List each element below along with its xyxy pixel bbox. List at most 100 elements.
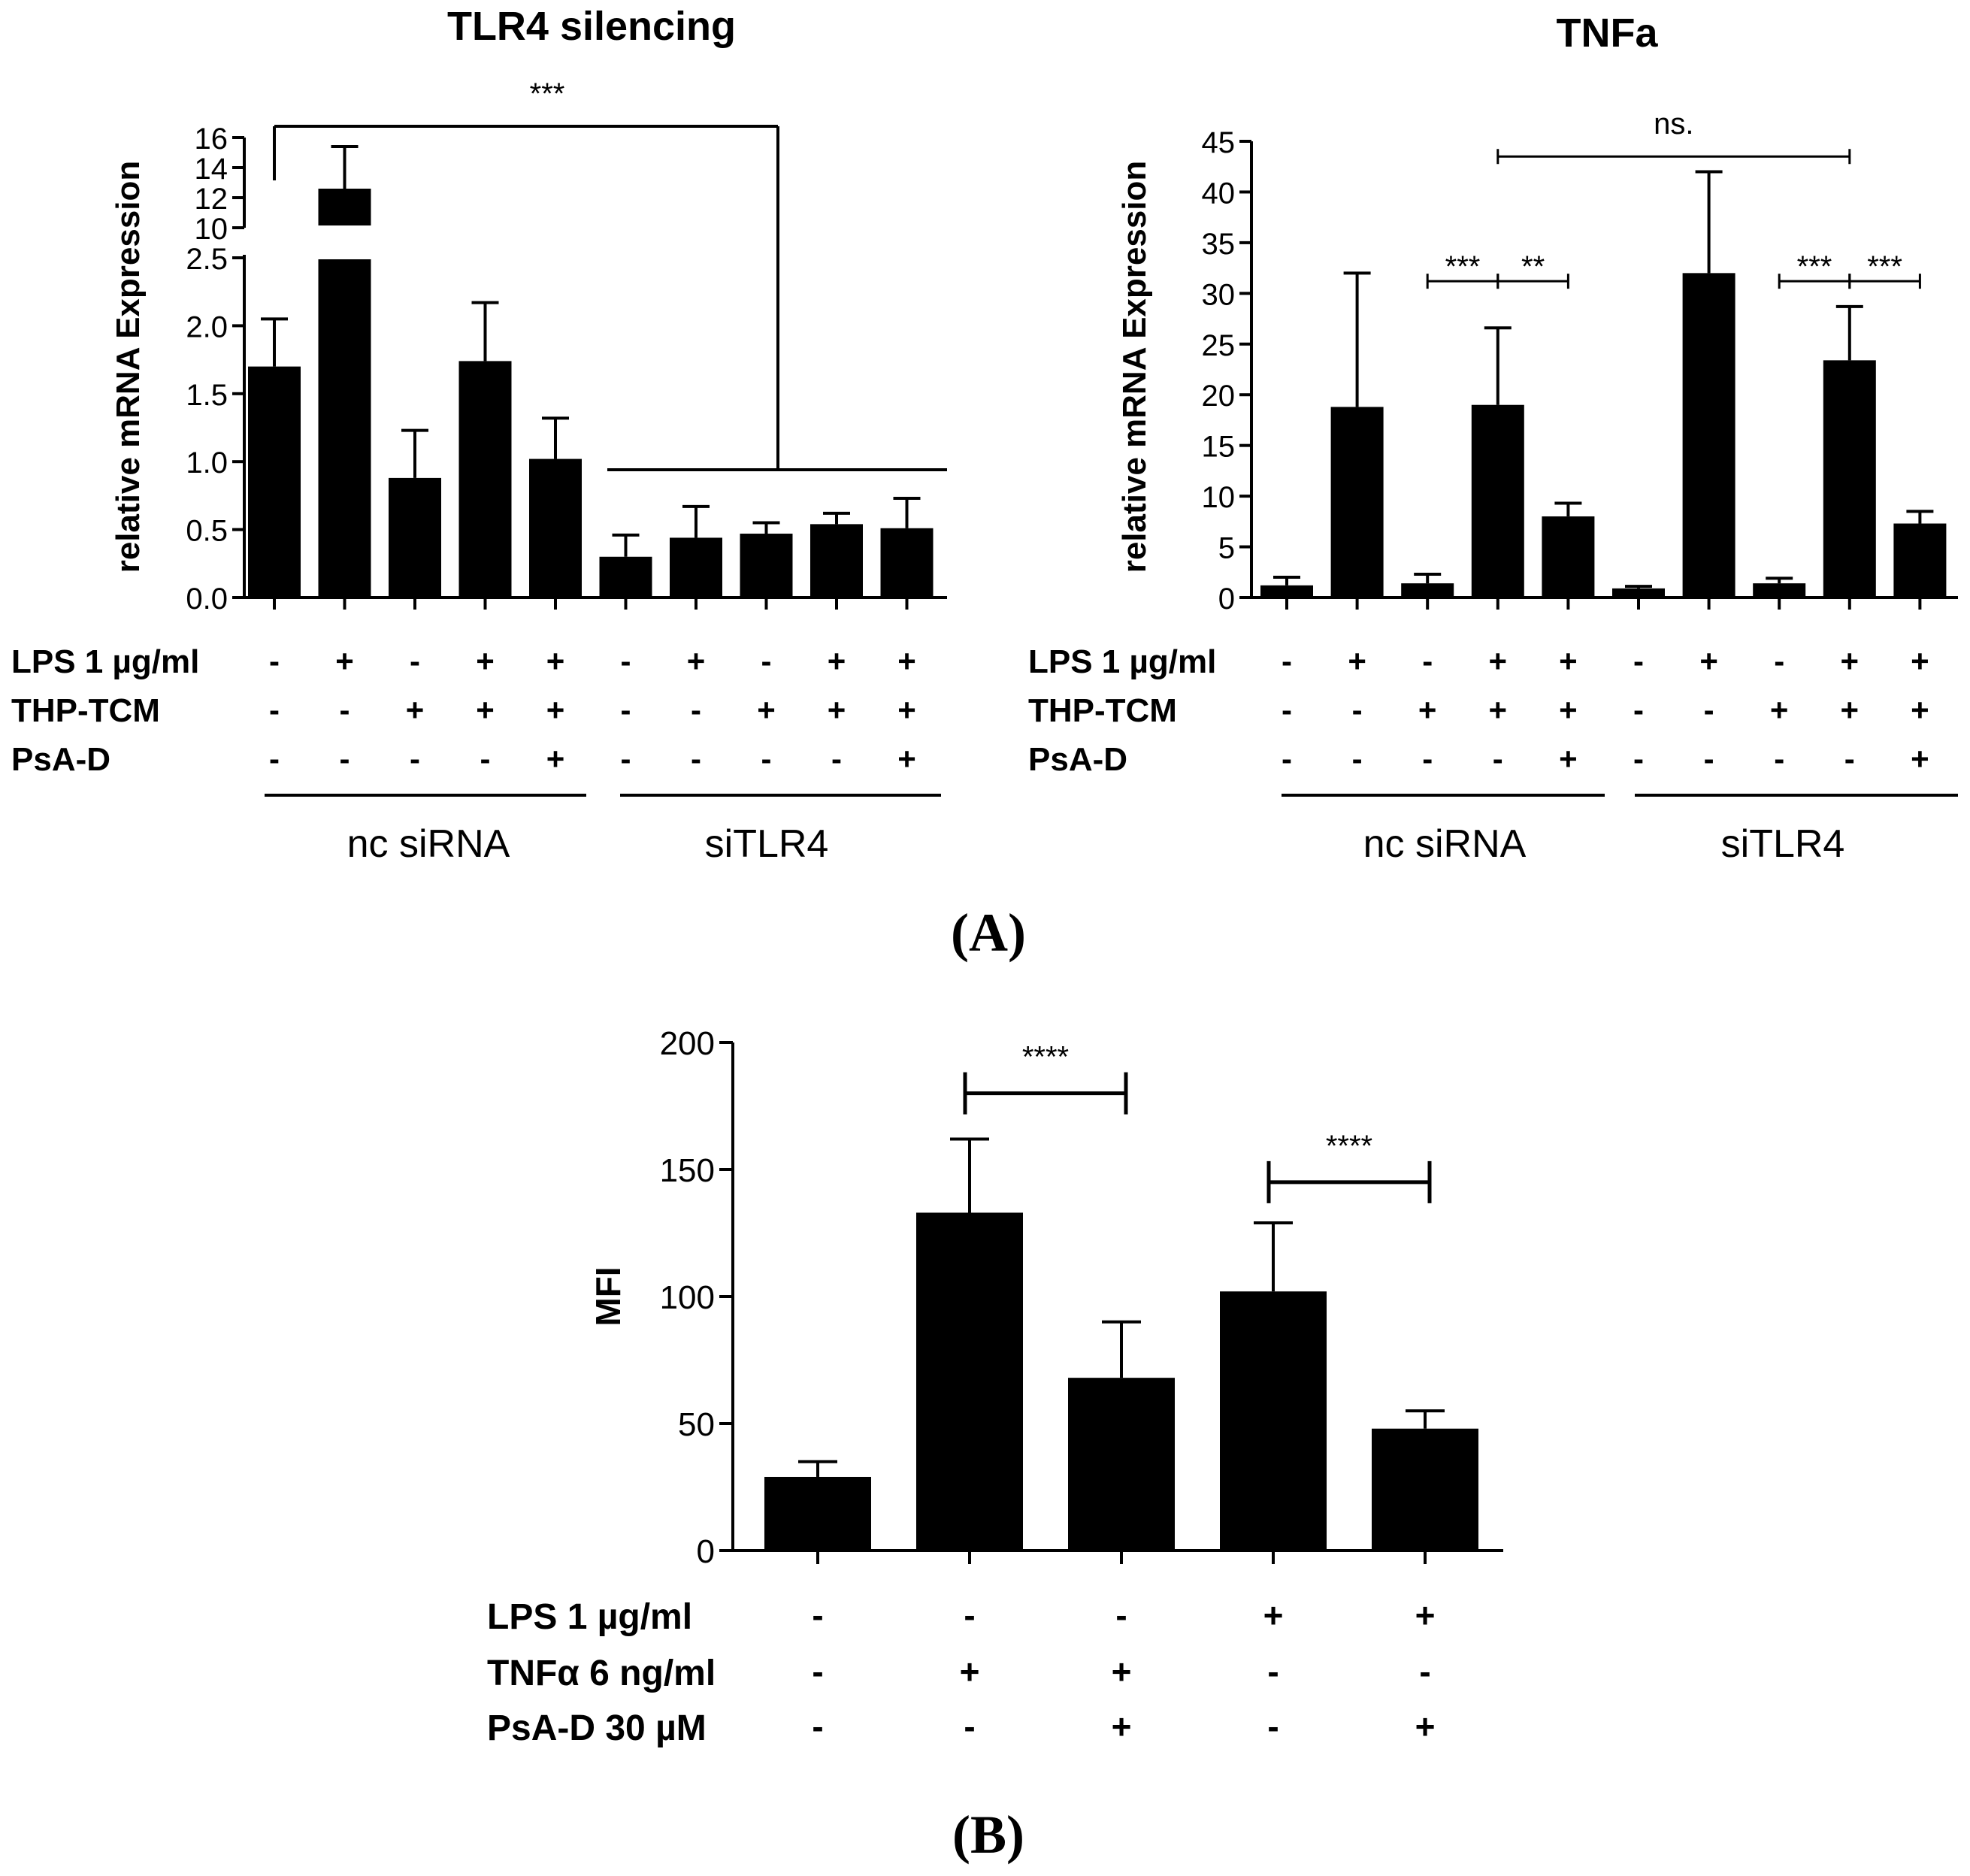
significance-label: ** bbox=[1521, 250, 1545, 283]
condition-sign: - bbox=[1419, 1652, 1430, 1691]
condition-label: PsA-D bbox=[11, 741, 110, 778]
bar bbox=[670, 537, 722, 598]
bar bbox=[529, 458, 582, 598]
condition-sign: + bbox=[828, 643, 846, 679]
condition-sign: - bbox=[1282, 692, 1292, 728]
condition-sign: + bbox=[897, 643, 916, 679]
y-tick-label: 2.0 bbox=[186, 310, 228, 343]
condition-sign: - bbox=[1704, 741, 1714, 776]
y-tick-label: 100 bbox=[660, 1279, 715, 1316]
condition-sign: - bbox=[1633, 741, 1644, 776]
condition-sign: + bbox=[1770, 692, 1789, 728]
significance-label: *** bbox=[1797, 250, 1832, 283]
y-tick-label: 50 bbox=[678, 1406, 715, 1443]
condition-sign: + bbox=[1415, 1596, 1436, 1635]
significance-label: **** bbox=[1326, 1130, 1372, 1163]
y-tick-label: 5 bbox=[1218, 532, 1235, 565]
condition-label: PsA-D bbox=[1028, 741, 1127, 778]
bar bbox=[389, 477, 441, 598]
y-tick-label: 150 bbox=[660, 1152, 715, 1189]
group-label: nc siRNA bbox=[1363, 822, 1527, 866]
y-tick-label: 0 bbox=[1218, 582, 1235, 616]
y-tick-label: 12 bbox=[195, 183, 228, 216]
condition-sign: + bbox=[828, 692, 846, 728]
condition-sign: + bbox=[1911, 692, 1929, 728]
condition-sign: + bbox=[1489, 643, 1508, 679]
y-tick-label: 0 bbox=[697, 1533, 715, 1570]
condition-sign: - bbox=[269, 692, 280, 728]
condition-sign: - bbox=[1282, 643, 1292, 679]
condition-label: LPS 1 µg/ml bbox=[487, 1597, 692, 1637]
bar bbox=[1330, 407, 1384, 598]
condition-label: THP-TCM bbox=[11, 692, 160, 729]
condition-sign: - bbox=[1352, 741, 1363, 776]
condition-sign: + bbox=[687, 643, 706, 679]
chart-tlr4-silencing: TLR4 silencing relative mRNA Expression 0.… bbox=[11, 4, 947, 866]
y-axis-label: relative mRNA Expression bbox=[1116, 161, 1153, 573]
condition-sign: + bbox=[897, 741, 916, 776]
bar bbox=[1542, 516, 1595, 598]
condition-sign: + bbox=[546, 692, 565, 728]
condition-sign: - bbox=[1493, 741, 1503, 776]
condition-sign: + bbox=[1418, 692, 1437, 728]
condition-sign: + bbox=[1559, 643, 1578, 679]
condition-sign: - bbox=[1774, 643, 1784, 679]
condition-sign: - bbox=[1422, 741, 1433, 776]
y-tick-label: 25 bbox=[1202, 329, 1236, 362]
bar bbox=[1612, 588, 1665, 598]
y-tick-label: 35 bbox=[1202, 228, 1236, 261]
condition-sign: - bbox=[1844, 741, 1855, 776]
y-tick-label: 45 bbox=[1202, 126, 1236, 159]
bar bbox=[458, 361, 512, 598]
y-tick-label: 2.5 bbox=[186, 243, 228, 276]
condition-sign: + bbox=[1841, 643, 1860, 679]
bar bbox=[1372, 1428, 1478, 1551]
y-tick-label: 15 bbox=[1202, 431, 1236, 464]
condition-label: LPS 1 µg/ml bbox=[1028, 643, 1216, 680]
condition-sign: - bbox=[340, 741, 350, 776]
condition-sign: - bbox=[761, 741, 772, 776]
chart-title: TNFa bbox=[1557, 11, 1659, 56]
significance-label: ns. bbox=[1654, 107, 1693, 141]
condition-sign: + bbox=[1559, 741, 1578, 776]
bar bbox=[599, 556, 652, 598]
group-label: siTLR4 bbox=[1721, 822, 1845, 866]
condition-sign: + bbox=[1911, 643, 1929, 679]
condition-sign: + bbox=[1699, 643, 1718, 679]
condition-sign: - bbox=[812, 1652, 823, 1691]
condition-sign: - bbox=[340, 692, 350, 728]
chart-tnfa: TNFa relative mRNA Expression 0 5 10 15 20 25 30… bbox=[1028, 11, 1958, 866]
condition-sign: - bbox=[480, 741, 491, 776]
bar bbox=[1682, 273, 1735, 598]
bar bbox=[1068, 1378, 1175, 1551]
condition-sign: + bbox=[1112, 1707, 1132, 1746]
condition-sign: + bbox=[1489, 692, 1508, 728]
condition-sign: - bbox=[1267, 1652, 1279, 1691]
chart-title: TLR4 silencing bbox=[447, 4, 736, 49]
condition-sign: + bbox=[476, 643, 495, 679]
condition-sign: - bbox=[621, 692, 631, 728]
condition-sign: - bbox=[1115, 1596, 1127, 1635]
bar bbox=[248, 366, 301, 598]
chart-mfi: MFI 0 50 100 150 200 **** **** LPS 1 µg/ml - - - + + T… bbox=[487, 1025, 1503, 1748]
condition-sign: + bbox=[546, 643, 565, 679]
bar bbox=[1823, 360, 1876, 598]
condition-sign: + bbox=[1559, 692, 1578, 728]
bar bbox=[810, 524, 863, 598]
significance-label: *** bbox=[1867, 250, 1902, 283]
condition-sign: - bbox=[621, 741, 631, 776]
y-tick-label: 14 bbox=[195, 153, 228, 186]
condition-sign: - bbox=[410, 741, 420, 776]
y-tick-label: 10 bbox=[1202, 481, 1236, 514]
y-tick-label: 30 bbox=[1202, 278, 1236, 311]
condition-sign: - bbox=[691, 692, 701, 728]
bar bbox=[916, 1212, 1023, 1551]
group-label: nc siRNA bbox=[347, 822, 510, 866]
condition-sign: + bbox=[1911, 741, 1929, 776]
condition-sign: - bbox=[1352, 692, 1363, 728]
y-tick-label: 0.0 bbox=[186, 582, 228, 616]
significance-label: **** bbox=[1022, 1041, 1069, 1074]
axis-break-gap bbox=[316, 225, 373, 259]
condition-sign: + bbox=[1112, 1652, 1132, 1691]
